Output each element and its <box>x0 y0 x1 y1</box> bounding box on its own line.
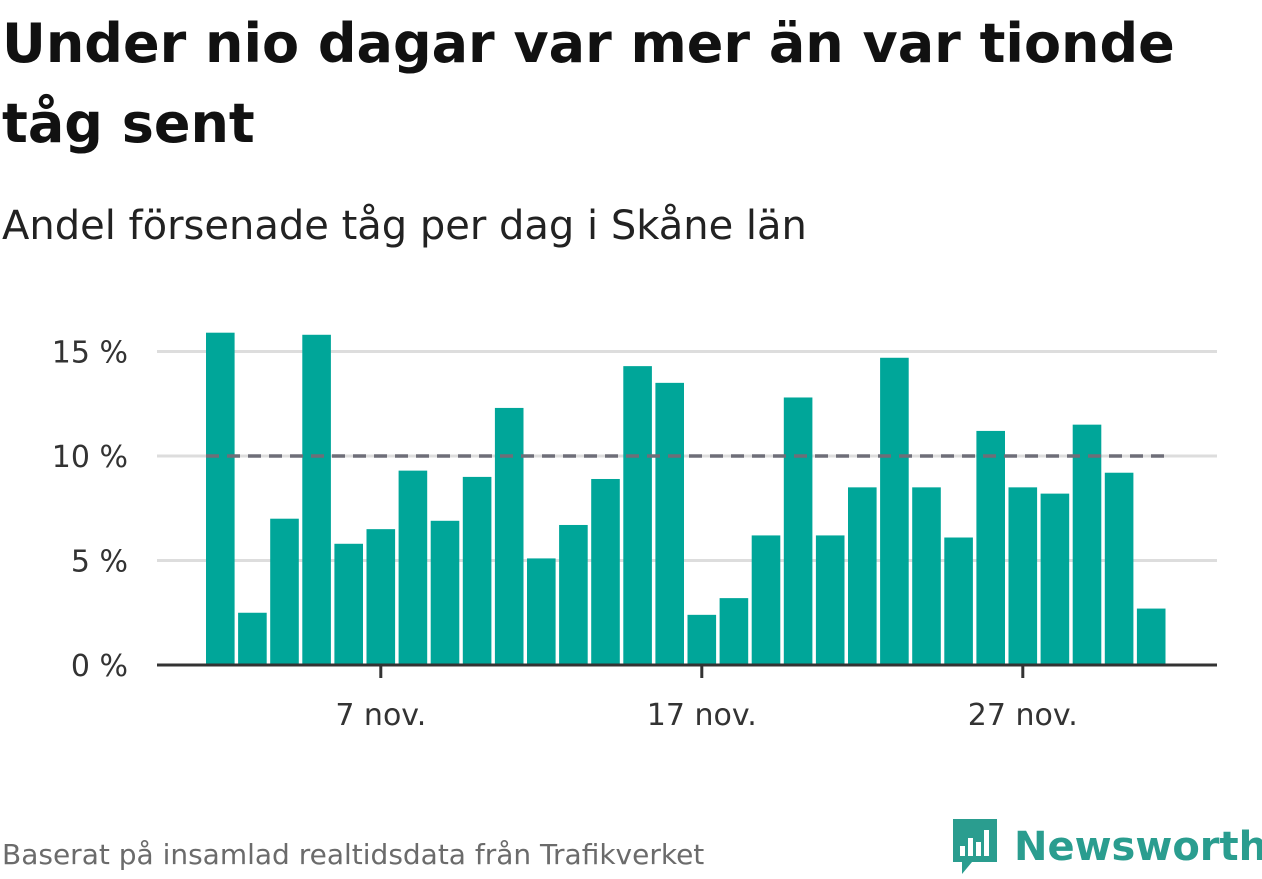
bar <box>848 487 877 665</box>
bar <box>623 366 652 665</box>
bar <box>206 332 235 665</box>
axes: 0 % 5 % 10 % 15 % 7 nov. 17 nov. 27 nov. <box>52 336 1217 733</box>
bar <box>1008 487 1038 665</box>
bar <box>1040 493 1070 665</box>
bar <box>1136 608 1166 665</box>
bar <box>751 535 781 665</box>
bar <box>559 524 588 665</box>
bar <box>238 612 267 665</box>
x-tick-label: 27 nov. <box>968 698 1078 733</box>
bar <box>302 334 331 665</box>
bar <box>398 470 428 665</box>
bar <box>270 518 299 665</box>
bar <box>719 598 749 665</box>
source-note: Baserat på insamlad realtidsdata från Tr… <box>2 838 705 871</box>
brand: Newsworthy <box>950 816 1262 878</box>
y-tick-label: 10 % <box>52 440 128 475</box>
bar-chart: 0 % 5 % 10 % 15 % 7 nov. 17 nov. 27 nov. <box>52 332 1217 733</box>
bars <box>206 332 1166 665</box>
bar <box>462 476 492 665</box>
x-tick-label: 7 nov. <box>335 698 426 733</box>
bar <box>783 397 813 665</box>
bar <box>366 529 396 665</box>
bar <box>494 407 524 665</box>
bar <box>880 357 909 665</box>
bar <box>430 520 460 665</box>
bar <box>944 537 973 665</box>
bar <box>687 614 717 665</box>
y-tick-label: 5 % <box>71 545 128 580</box>
bar <box>815 535 845 665</box>
bar <box>1072 424 1102 665</box>
bar <box>912 487 941 665</box>
bar <box>591 478 620 665</box>
bar <box>655 382 684 665</box>
brand-name: Newsworthy <box>1014 824 1262 870</box>
y-tick-label: 15 % <box>52 336 128 371</box>
bar <box>527 558 556 665</box>
bar <box>976 430 1005 665</box>
newsworthy-logo-icon <box>953 819 997 874</box>
chart-subtitle: Andel försenade tåg per dag i Skåne län <box>2 203 807 249</box>
chart-title: Under nio dagar var mer än var tionde tå… <box>2 12 1175 155</box>
bar <box>1104 472 1134 665</box>
bar <box>334 543 363 665</box>
y-tick-label: 0 % <box>71 649 128 684</box>
x-tick-label: 17 nov. <box>647 698 757 733</box>
